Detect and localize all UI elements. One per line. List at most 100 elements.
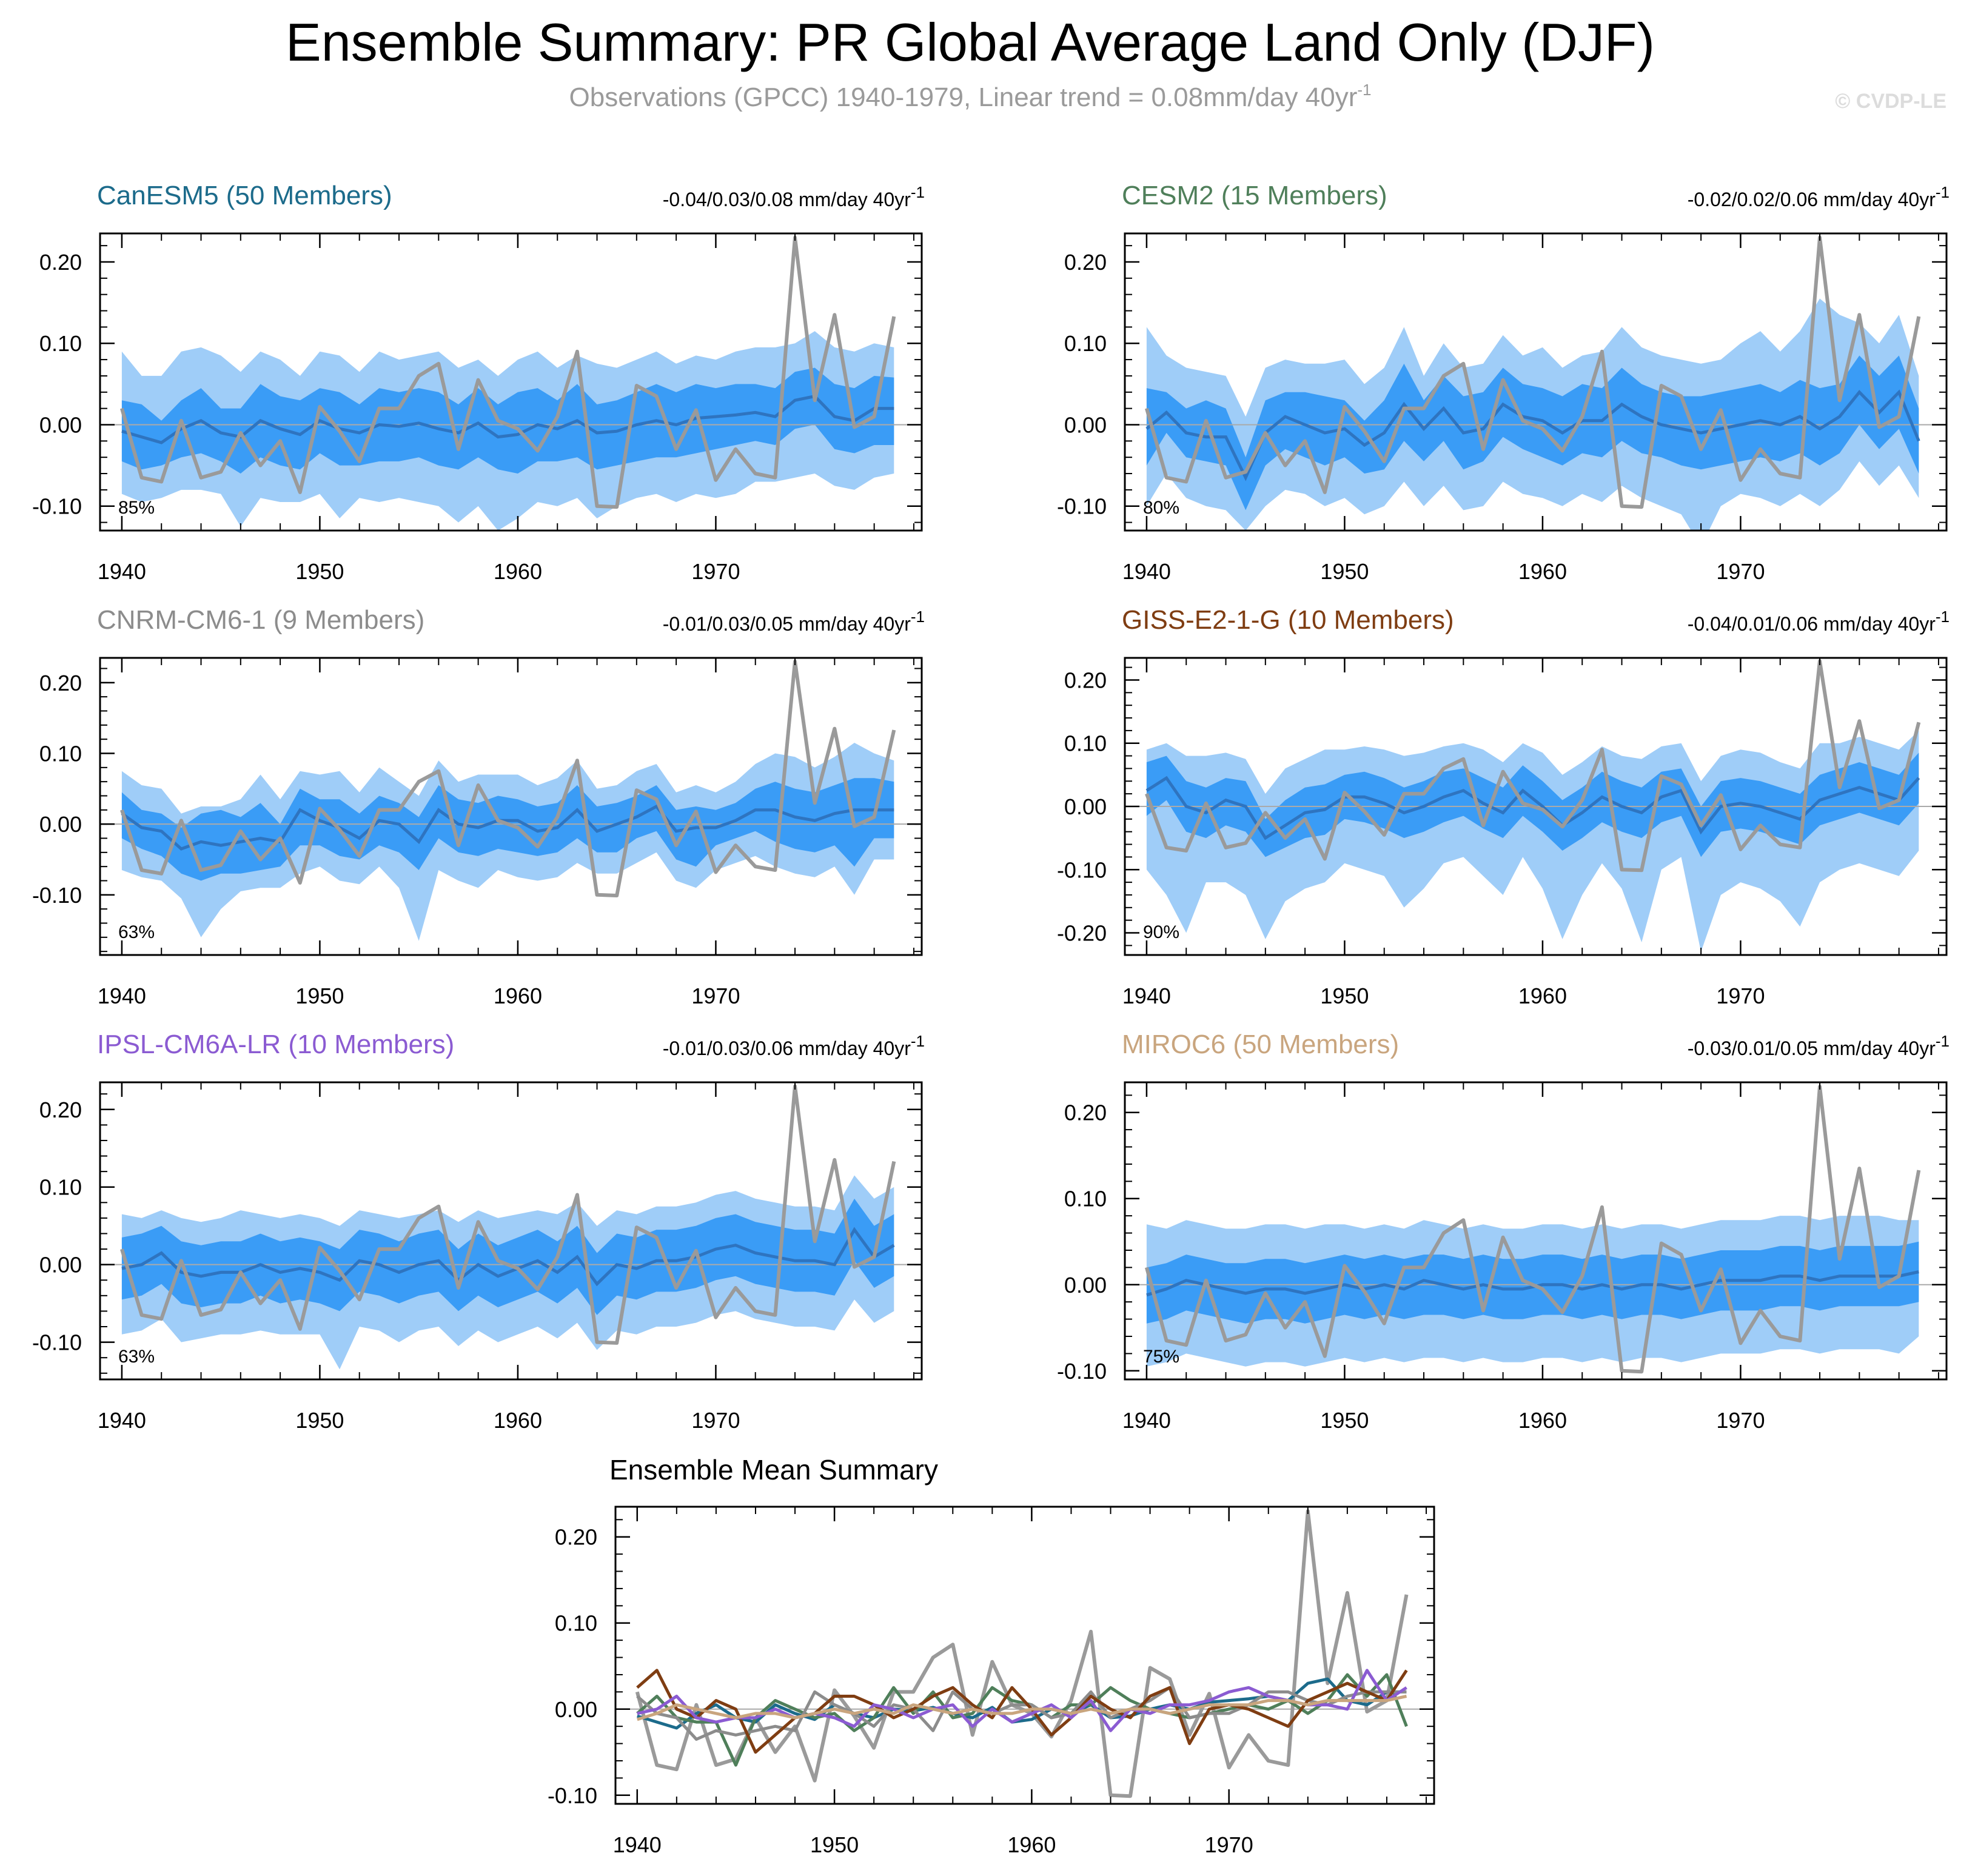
ensemble-mean-summary: 0.20 0.10 0.00 -0.10 1940 1950 1960 1970 Ensembl… [548,1454,1435,1857]
panel-miroc6-trend-range: -0.03/0.01/0.05 mm/day 40yr-1 [1688,1032,1950,1059]
panel-giss-e2-1-g-title: GISS-E2-1-G (10 Members) [1122,605,1454,635]
panel-cesm2-trend-text: -0.02/0.02/0.06 mm/day 40yr [1688,189,1936,210]
panel-miroc6-xtick-label: 1940 [1122,1408,1171,1433]
panel-giss-e2-1-g-ensemble-mean-line [1145,776,1920,840]
panel-cesm2-ytick-label: -0.10 [1057,494,1107,519]
panel-cnrm-cm6-1-xtick-label: 1970 [691,983,740,1008]
panel-ipsl-cm6a-lr-ytick-label: 0.20 [39,1097,82,1122]
figure-subtitle-main: Observations (GPCC) 1940-1979, Linear tr… [569,82,1358,112]
panel-cnrm-cm6-1-trend-sup: -1 [911,608,925,626]
panel-miroc6-plot-area [1125,1085,1946,1374]
panel-cesm2-percent: 80% [1143,498,1179,518]
panel-ipsl-cm6a-lr-ytick-label: 0.10 [39,1175,82,1200]
panel-canesm5-plot-area [100,235,922,531]
panel-canesm5-frame [99,232,923,532]
panel-ipsl-cm6a-lr-title: IPSL-CM6A-LR (10 Members) [97,1030,454,1059]
panel-canesm5-percent: 85% [118,498,155,518]
summary-mean-line-cnrm-cm6-1 [636,1686,1407,1741]
summary-plot-area [615,1509,1434,1798]
summary-xtick-label: 1940 [613,1832,662,1857]
panel-miroc6-ytick-label: 0.00 [1064,1273,1107,1298]
panel-cesm2-xtick-label: 1960 [1518,559,1567,584]
panel-ipsl-cm6a-lr-percent: 63% [118,1347,155,1367]
panel-ipsl-cm6a-lr-plot-area [100,1084,922,1370]
panel-cesm2-title: CESM2 (15 Members) [1122,181,1387,210]
panel-ipsl-cm6a-lr: 0.20 0.10 0.00 -0.10 1940 1950 1960 1970 IPSL-CM… [32,1030,925,1433]
panel-giss-e2-1-g-trend-text: -0.04/0.01/0.06 mm/day 40yr [1688,613,1936,635]
panel-ipsl-cm6a-lr-xtick-label: 1970 [691,1408,740,1433]
panel-canesm5-ytick-label: 0.00 [39,412,82,437]
summary-xtick-label: 1970 [1205,1832,1253,1857]
summary-ytick-label: 0.00 [555,1697,597,1722]
panel-cnrm-cm6-1: 0.20 0.10 0.00 -0.10 1940 1950 1960 1970 CNRM-CM… [32,605,925,1008]
panel-cnrm-cm6-1-ytick-label: 0.00 [39,812,82,837]
panel-miroc6-ensemble-mean-line [1146,1270,1919,1297]
panel-canesm5-ytick-label: -0.10 [32,494,82,519]
panel-ipsl-cm6a-lr-ensemble-mean-line [121,1227,895,1287]
panel-cnrm-cm6-1-xtick-label: 1960 [494,983,542,1008]
panel-cesm2-trend-range: -0.02/0.02/0.06 mm/day 40yr-1 [1688,183,1950,210]
panel-ipsl-cm6a-lr-ytick-label: -0.10 [32,1330,82,1355]
panel-cesm2-inner-band [1146,355,1919,511]
summary-ytick-label: -0.10 [548,1783,597,1808]
panel-cnrm-cm6-1-trend-range: -0.01/0.03/0.05 mm/day 40yr-1 [663,608,925,635]
panel-giss-e2-1-g-ytick-label: 0.20 [1064,668,1107,692]
panel-cnrm-cm6-1-frame [99,657,923,956]
panel-miroc6-xtick-label: 1970 [1716,1408,1765,1433]
panel-miroc6: 0.20 0.10 0.00 -0.10 1940 1950 1960 1970 MIROC6 … [1057,1030,1950,1433]
summary-mean-line-giss-e2-1-g [636,1669,1408,1754]
panel-canesm5-xtick-label: 1940 [98,559,146,584]
panel-cesm2-ytick-label: 0.10 [1064,331,1107,356]
panel-ipsl-cm6a-lr-frame [99,1081,923,1381]
panel-giss-e2-1-g-ytick-label: 0.00 [1064,794,1107,819]
panel-giss-e2-1-g-percent: 90% [1143,922,1179,942]
panel-miroc6-xtick-label: 1950 [1320,1408,1369,1433]
panel-ipsl-cm6a-lr-trend-range: -0.01/0.03/0.06 mm/day 40yr-1 [663,1032,925,1059]
panel-ipsl-cm6a-lr-xtick-label: 1960 [494,1408,542,1433]
panel-cnrm-cm6-1-ytick-label: 0.10 [39,742,82,766]
panel-cnrm-cm6-1-observations-line [120,659,896,897]
panel-ipsl-cm6a-lr-observations-line [120,1084,896,1345]
summary-mean-line-miroc6 [637,1695,1407,1721]
summary-mean-line-cesm2 [636,1673,1408,1767]
figure-subtitle: Observations (GPCC) 1940-1979, Linear tr… [569,81,1372,112]
panel-ipsl-cm6a-lr-xtick-label: 1950 [295,1408,344,1433]
panel-miroc6-frame [1124,1081,1948,1381]
panel-miroc6-inner-band [1146,1241,1919,1324]
panel-canesm5-trend-sup: -1 [911,183,925,201]
panel-giss-e2-1-g: 0.20 0.10 0.00 -0.10 -0.20 1940 1950 1960 1970 GI… [1057,605,1950,1008]
panel-cnrm-cm6-1-plot-area [100,659,922,941]
panel-canesm5-xtick-label: 1960 [494,559,542,584]
panel-cesm2-ensemble-mean-line [1145,389,1920,481]
panel-ipsl-cm6a-lr-xtick-label: 1940 [98,1408,146,1433]
panel-cesm2-observations-line [1145,235,1921,509]
panel-cesm2-ytick-label: 0.00 [1064,412,1107,437]
panel-giss-e2-1-g-ytick-label: -0.20 [1057,921,1107,946]
panel-giss-e2-1-g-xtick-label: 1960 [1518,983,1567,1008]
figure-subtitle-sup: -1 [1357,81,1371,99]
summary-ytick-label: 0.10 [555,1611,597,1636]
panel-ipsl-cm6a-lr-ytick-label: 0.00 [39,1253,82,1278]
panel-canesm5: 0.20 0.10 0.00 -0.10 1940 1950 1960 1970 CanESM5… [32,181,925,584]
panel-giss-e2-1-g-xtick-label: 1950 [1320,983,1369,1008]
panel-cnrm-cm6-1-percent: 63% [118,922,155,942]
credit-watermark: © CVDP-LE [1835,90,1946,113]
panel-miroc6-title: MIROC6 (50 Members) [1122,1030,1399,1059]
panel-canesm5-trend-range: -0.04/0.03/0.08 mm/day 40yr-1 [663,183,925,210]
panel-ipsl-cm6a-lr-trend-sup: -1 [911,1032,925,1050]
panel-ipsl-cm6a-lr-trend-text: -0.01/0.03/0.06 mm/day 40yr [663,1037,911,1059]
panel-cnrm-cm6-1-inner-band [121,778,894,881]
panel-cesm2-trend-sup: -1 [1936,183,1950,201]
panel-miroc6-trend-text: -0.03/0.01/0.05 mm/day 40yr [1688,1037,1936,1059]
panel-miroc6-ytick-label: -0.10 [1057,1359,1107,1384]
panel-cesm2-ytick-label: 0.20 [1064,250,1107,275]
panels-group: 0.20 0.10 0.00 -0.10 1940 1950 1960 1970 CanESM5… [32,181,1950,1433]
panel-canesm5-xtick-label: 1950 [295,559,344,584]
panel-ipsl-cm6a-lr-inner-band [121,1198,894,1315]
panel-giss-e2-1-g-trend-range: -0.04/0.01/0.06 mm/day 40yr-1 [1688,608,1950,635]
panel-canesm5-title: CanESM5 (50 Members) [97,181,392,210]
summary-title: Ensemble Mean Summary [609,1454,938,1486]
panel-canesm5-trend-text: -0.04/0.03/0.08 mm/day 40yr [663,189,911,210]
panel-giss-e2-1-g-plot-area [1125,659,1946,952]
